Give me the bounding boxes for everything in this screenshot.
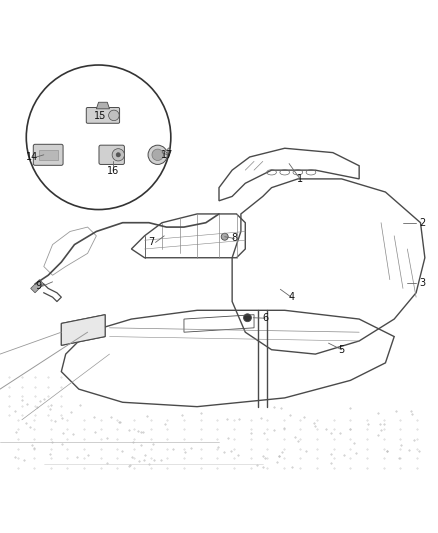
Polygon shape (166, 148, 170, 153)
FancyBboxPatch shape (39, 150, 58, 160)
Text: 7: 7 (148, 237, 154, 247)
Circle shape (116, 152, 120, 157)
FancyBboxPatch shape (86, 108, 120, 123)
Text: 14: 14 (26, 152, 38, 162)
Text: 15: 15 (94, 111, 106, 122)
Polygon shape (61, 314, 105, 345)
Text: 1: 1 (297, 174, 303, 184)
Circle shape (221, 233, 228, 240)
Circle shape (109, 110, 119, 120)
Text: 3: 3 (420, 278, 426, 288)
Text: 5: 5 (339, 345, 345, 355)
Text: 6: 6 (262, 313, 268, 323)
Text: 2: 2 (420, 217, 426, 228)
FancyBboxPatch shape (99, 145, 124, 165)
Circle shape (148, 145, 167, 165)
Text: 17: 17 (161, 150, 173, 160)
FancyBboxPatch shape (33, 144, 63, 165)
Text: 9: 9 (35, 281, 41, 291)
Text: 16: 16 (107, 166, 119, 176)
Circle shape (244, 314, 251, 322)
Polygon shape (31, 280, 44, 293)
Text: 4: 4 (288, 292, 294, 302)
Circle shape (112, 149, 124, 161)
Polygon shape (96, 102, 110, 109)
Text: 8: 8 (231, 233, 237, 244)
Circle shape (152, 149, 163, 160)
